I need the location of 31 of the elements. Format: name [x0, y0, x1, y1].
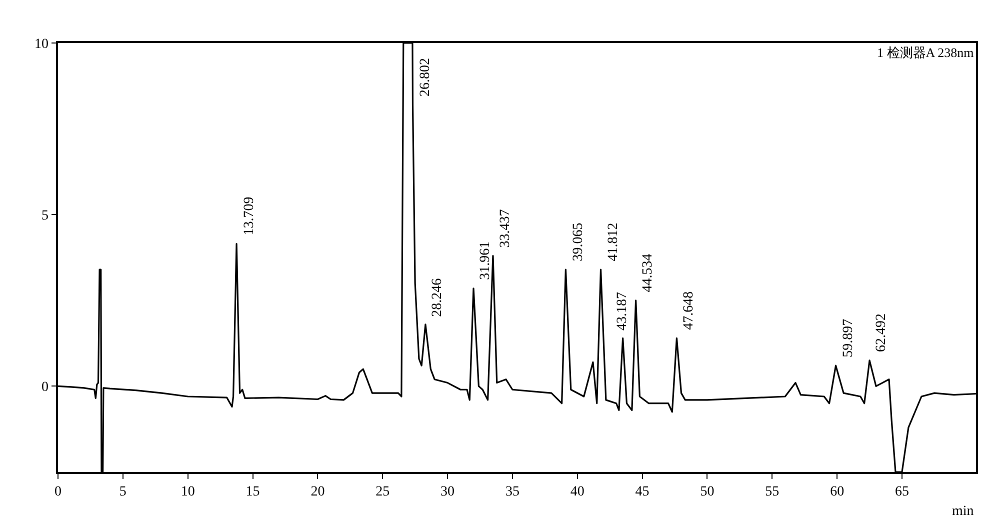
x-tick-label: 35: [505, 484, 520, 500]
annotation: 62.492: [874, 313, 890, 352]
annotation: 26.802: [418, 58, 433, 97]
annotation: 59.897: [841, 318, 856, 358]
annotation: 44.534: [640, 254, 656, 292]
y-tick-label: 5: [41, 208, 48, 224]
x-tick-label: 60: [830, 484, 844, 500]
x-tick-label: 25: [376, 484, 390, 500]
annotation: 47.648: [682, 291, 697, 330]
y-tick-label: 0: [41, 380, 48, 396]
annotation: 33.437: [498, 209, 514, 248]
x-tick-label: 30: [440, 484, 455, 500]
x-tick-label: 5: [119, 484, 126, 500]
annotation: 31.961: [478, 241, 494, 280]
x-tick-label: 15: [246, 484, 260, 500]
x-tick-label: 65: [894, 484, 909, 500]
x-tick-label: 0: [54, 484, 62, 500]
x-tick-label: 55: [765, 484, 780, 500]
y-tick-label: 10: [34, 36, 48, 52]
annotation: 39.065: [571, 222, 586, 262]
x-tick-label: 50: [700, 484, 714, 500]
x-tick-label: 10: [180, 484, 195, 500]
annotation: 41.812: [606, 222, 622, 262]
x-tick-label: 45: [635, 484, 650, 500]
annotation: 28.246: [430, 278, 446, 317]
annotation: 1 检测器A 238nm: [877, 45, 974, 60]
annotation: 43.187: [615, 292, 630, 330]
x-axis-title: min: [952, 504, 974, 519]
annotation: 13.709: [242, 196, 257, 236]
x-tick-label: 40: [570, 484, 584, 500]
x-tick-label: 20: [310, 484, 325, 500]
